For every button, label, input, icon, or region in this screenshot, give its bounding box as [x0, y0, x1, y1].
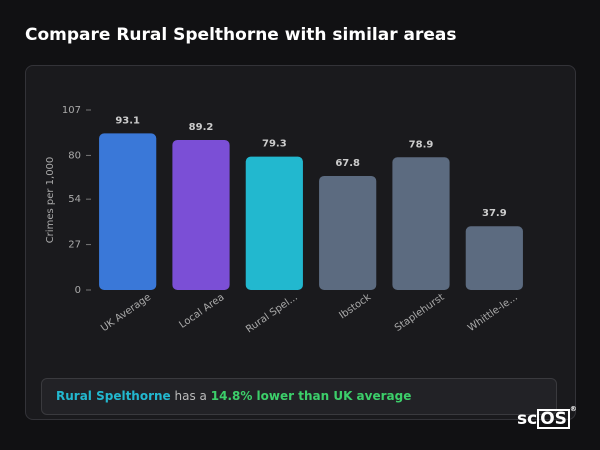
y-tick-label: 0 [75, 285, 81, 296]
x-tick-label: Whittle-le... [466, 292, 520, 334]
x-tick-label: UK Average [99, 292, 153, 334]
value-label: 93.1 [115, 115, 140, 126]
x-tick-label: Staplehurst [393, 292, 447, 334]
summary: Rural Spelthorne has a 14.8% lower than … [41, 378, 557, 415]
logo-box: OS [537, 409, 570, 429]
y-tick-label: 107 [62, 105, 81, 116]
logo: sc OS ® [517, 405, 577, 429]
y-tick-label: 80 [68, 150, 81, 161]
summary-highlight: 14.8% lower than UK average [210, 389, 412, 403]
value-label: 67.8 [335, 158, 360, 169]
page-title: Compare Rural Spelthorne with similar ar… [25, 25, 457, 45]
y-tick-label: 54 [68, 194, 81, 205]
bar [465, 226, 523, 290]
summary-text: has a [174, 389, 207, 403]
y-axis-label: Crimes per 1,000 [45, 157, 56, 244]
logo-text: sc [517, 409, 538, 429]
x-tick-label: Ibstock [337, 292, 373, 322]
bar [99, 133, 157, 290]
bar [172, 139, 230, 290]
value-label: 89.2 [189, 122, 214, 133]
summary-area: Rural Spelthorne [56, 389, 171, 403]
bar [392, 157, 450, 290]
logo-mark: ® [569, 405, 577, 413]
value-label: 37.9 [482, 208, 507, 219]
value-label: 78.9 [409, 139, 434, 150]
bar [245, 156, 303, 290]
x-tick-label: Local Area [177, 292, 226, 331]
value-label: 79.3 [262, 139, 287, 150]
bar [319, 175, 377, 290]
y-tick-label: 27 [68, 240, 81, 251]
x-tick-label: Rural Spel... [244, 292, 300, 336]
